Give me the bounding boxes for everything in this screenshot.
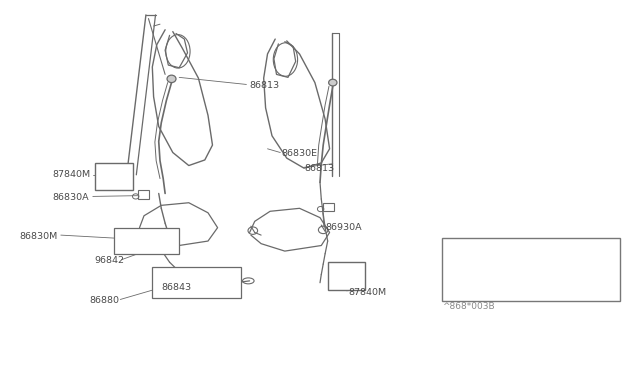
Bar [152, 267, 241, 298]
Text: 86813: 86813 [305, 164, 335, 173]
Text: 86880: 86880 [90, 296, 120, 305]
Text: ^868*003B: ^868*003B [442, 302, 494, 311]
Bar [442, 238, 620, 301]
Text: 86830E: 86830E [282, 149, 317, 158]
Text: 86813: 86813 [250, 81, 280, 90]
Bar [147, 242, 163, 249]
Text: 86930A: 86930A [325, 223, 362, 232]
Bar [95, 163, 133, 190]
Text: 96842: 96842 [95, 256, 125, 265]
Text: 86830M: 86830M [19, 232, 58, 241]
Bar [474, 262, 498, 270]
Bar [323, 203, 334, 211]
Text: 86848: 86848 [493, 246, 523, 254]
Ellipse shape [329, 79, 337, 86]
Bar [328, 262, 365, 290]
Text: 86830A: 86830A [52, 193, 89, 202]
Text: 86843: 86843 [161, 283, 191, 292]
Text: 87840M: 87840M [52, 170, 91, 179]
Text: 87840M: 87840M [349, 288, 387, 296]
Ellipse shape [167, 75, 176, 83]
Bar [114, 228, 179, 254]
Bar [138, 190, 149, 199]
